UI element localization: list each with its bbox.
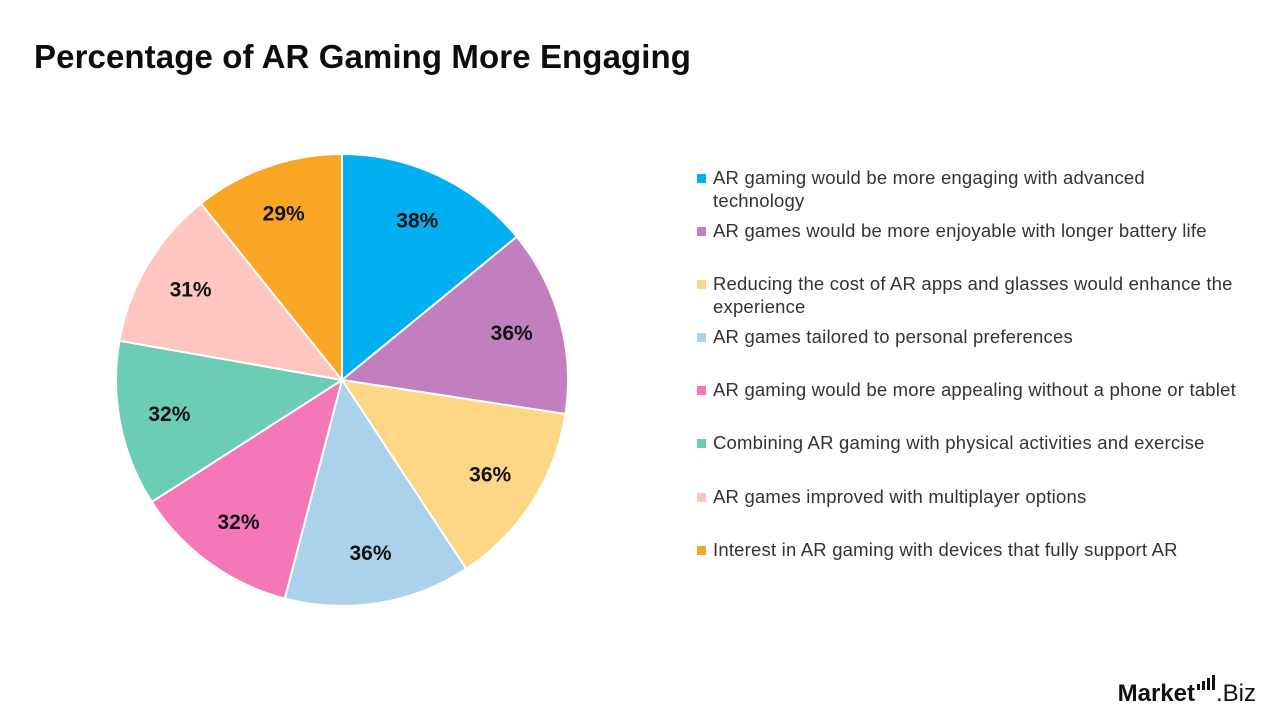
pie-slice [341,152,519,383]
pie-data-label: 36% [491,322,533,345]
legend-swatch [697,174,706,183]
pie-data-label: 29% [263,202,305,225]
legend-label: AR games tailored to personal preference… [713,326,1073,347]
pie-slices [115,152,569,607]
pie-data-label: 38% [396,209,438,232]
legend-item: Reducing the cost of AR apps and glasses… [697,272,1237,318]
legend-item: Interest in AR gaming with devices that … [697,538,1237,561]
pie-data-label: 31% [170,279,212,302]
pie-chart: 38% 36% 36% 36% 32% 32% 31% 29% [115,152,569,607]
pie-data-label: 36% [349,542,391,565]
legend-label: Combining AR gaming with physical activi… [713,432,1205,453]
pie-slice [283,377,468,607]
legend-swatch [697,546,706,555]
pie-data-label: 36% [469,464,511,487]
chart-title: Percentage of AR Gaming More Engaging [34,38,692,75]
legend-label: Reducing the cost of AR apps and glasses… [713,273,1233,317]
legend-swatch [697,439,706,448]
pie-data-label: 32% [217,511,259,534]
legend-label: AR games improved with multiplayer optio… [713,486,1087,507]
legend-item: AR gaming would be more appealing withou… [697,378,1237,401]
brand-logo: Market .Biz [1118,675,1256,706]
pie-slice [199,152,343,383]
pie-data-labels: 38% 36% 36% 36% 32% 32% 31% 29% [148,202,533,565]
legend-swatch [697,493,706,502]
legend-item: AR games tailored to personal preference… [697,325,1237,348]
legend-label: Interest in AR gaming with devices that … [713,539,1178,560]
legend-label: AR gaming would be more engaging with ad… [713,167,1145,211]
pie-slice [339,378,567,571]
legend-swatch [697,333,706,342]
legend-swatch [697,227,706,236]
legend-swatch [697,386,706,395]
pie-slice [150,377,344,600]
legend-item: AR games improved with multiplayer optio… [697,485,1237,508]
signal-bars-icon [1196,675,1215,690]
legend-label: AR gaming would be more appealing withou… [713,379,1236,400]
legend-swatch [697,280,706,289]
brand-name: Market [1117,680,1195,707]
pie-slice [115,339,345,504]
legend-label: AR games would be more enjoyable with lo… [713,220,1207,241]
legend-item: Combining AR gaming with physical activi… [697,431,1237,454]
brand-suffix: .Biz [1215,680,1256,707]
legend-item: AR gaming would be more engaging with ad… [697,166,1237,212]
pie-slice [339,235,569,416]
pie-slice [118,202,345,382]
pie-data-label: 32% [148,403,190,426]
legend-item: AR games would be more enjoyable with lo… [697,219,1237,242]
